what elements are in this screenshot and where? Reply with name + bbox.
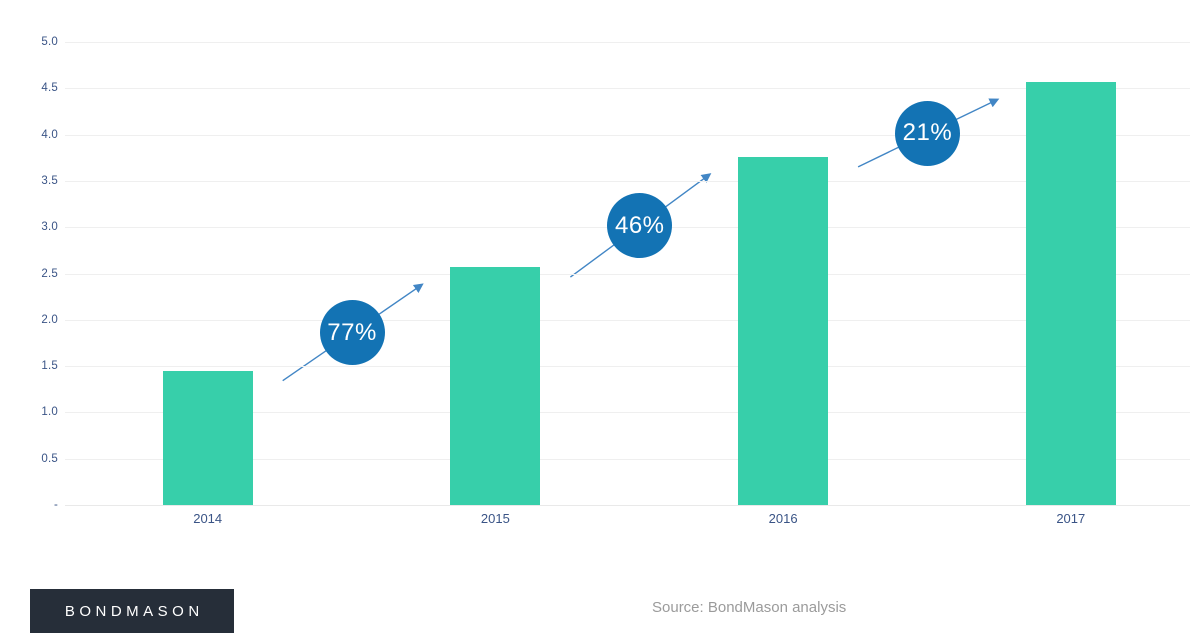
y-axis-label: 5.0 <box>41 36 58 48</box>
gridline <box>65 458 1190 460</box>
gridline <box>65 412 1190 414</box>
bar-2017 <box>1025 81 1116 505</box>
y-axis-label: 3.0 <box>41 221 58 234</box>
source-caption: Source: BondMason analysis <box>652 599 847 616</box>
y-axis-label: 3.5 <box>41 174 58 187</box>
y-axis-label: 1.0 <box>41 406 58 419</box>
x-axis-label: 2017 <box>1056 511 1086 526</box>
growth-percentage-label: 46% <box>614 211 665 239</box>
gridline <box>65 366 1190 368</box>
y-axis-label: 0.5 <box>41 452 58 465</box>
bondmason-logo: BONDMASON <box>30 589 234 633</box>
y-axis-label: - <box>53 499 58 511</box>
x-axis-label: 2014 <box>193 511 223 526</box>
bar-2014 <box>162 370 253 505</box>
bar-2016 <box>738 156 829 505</box>
y-axis-label: 2.5 <box>41 267 58 280</box>
x-axis-line <box>65 505 1190 506</box>
gridline <box>65 273 1190 275</box>
gridline <box>65 88 1190 90</box>
gridline <box>65 134 1190 136</box>
y-axis-label: 4.5 <box>41 82 58 95</box>
bar-2015 <box>450 267 541 505</box>
y-axis-label: 1.5 <box>41 360 58 373</box>
y-axis-label: 4.0 <box>41 128 58 141</box>
gridline <box>65 319 1190 321</box>
growth-circle-2016-2017: 21% <box>894 100 960 166</box>
gridline <box>65 180 1190 182</box>
x-axis-label: 2016 <box>768 511 798 526</box>
x-axis-label: 2015 <box>480 511 510 526</box>
y-axis-label: 2.0 <box>41 313 58 326</box>
growth-circle-2014-2015: 77% <box>319 300 385 366</box>
growth-circle-2015-2016: 46% <box>607 193 673 259</box>
growth-percentage-label: 77% <box>327 318 377 346</box>
bondmason-logo-text: BONDMASON <box>64 602 204 620</box>
gridline <box>65 42 1190 43</box>
growth-percentage-label: 21% <box>902 119 953 147</box>
